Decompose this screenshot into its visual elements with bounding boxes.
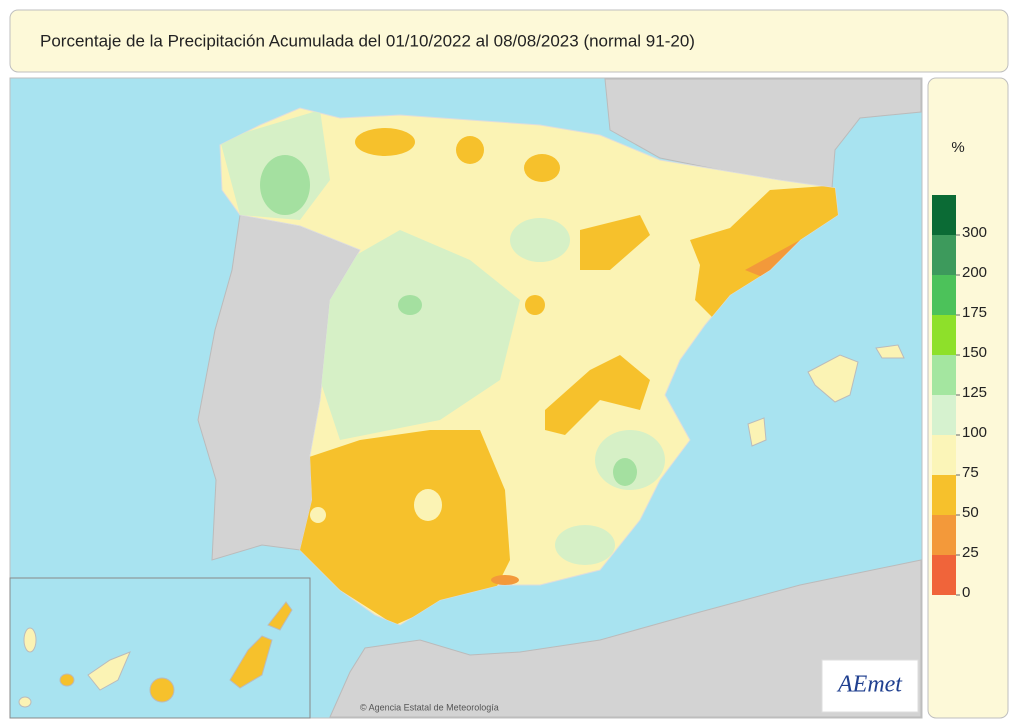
legend-swatch — [932, 355, 956, 395]
legend-tick-label: 200 — [962, 264, 987, 281]
legend-tick-label: 25 — [962, 544, 979, 561]
el-hierro — [18, 696, 32, 708]
title: Porcentaje de la Precipitación Acumulada… — [40, 31, 695, 50]
legend-scale: 300 200 175 150 125 100 75 50 25 0 — [932, 195, 987, 601]
precipitation-areas — [220, 110, 838, 625]
area-orange — [355, 128, 415, 156]
africa — [329, 559, 922, 718]
legend-swatch — [932, 435, 956, 475]
legend-swatch — [932, 395, 956, 435]
area-green — [510, 218, 570, 262]
legend-tick-label: 50 — [962, 504, 979, 521]
legend-tick-label: 175 — [962, 304, 987, 321]
logo: AEmet — [836, 672, 903, 698]
area-orange — [524, 154, 560, 182]
legend-tick-label: 125 — [962, 384, 987, 401]
legend-tick-label: 75 — [962, 464, 979, 481]
legend-swatch — [932, 555, 956, 595]
legend-swatch — [932, 235, 956, 275]
logo-box — [821, 659, 919, 713]
area-orange — [525, 295, 545, 315]
area-yellow — [310, 507, 326, 523]
legend-tick-label: 0 — [962, 584, 970, 601]
area-green — [555, 525, 615, 565]
mallorca — [807, 354, 859, 403]
legend-swatch — [932, 315, 956, 355]
lanzarote — [267, 601, 293, 631]
area-orange — [580, 215, 650, 270]
area-red — [491, 575, 519, 585]
menorca — [875, 344, 905, 359]
area-orange — [690, 185, 838, 320]
legend-tick-label: 300 — [962, 224, 987, 241]
la-gomera — [59, 673, 75, 687]
title-box — [9, 9, 1009, 73]
area-orange — [545, 355, 650, 435]
gran-canaria — [149, 677, 175, 703]
area-orange — [295, 430, 510, 625]
legend-swatch — [932, 195, 956, 235]
area-green — [260, 155, 310, 215]
legend-tick-label: 100 — [962, 424, 987, 441]
legend-tick-label: 150 — [962, 344, 987, 361]
area-yellow — [414, 489, 442, 521]
area-orange — [456, 136, 484, 164]
legend-swatch — [932, 275, 956, 315]
ibiza — [747, 417, 767, 447]
legend-unit: % — [951, 139, 964, 156]
fuerteventura — [229, 635, 273, 689]
credit: © Agencia Estatal de Meteorología — [360, 702, 499, 712]
legend-swatch — [932, 515, 956, 555]
area-green — [320, 230, 520, 440]
area-green — [613, 458, 637, 486]
tenerife — [87, 651, 131, 691]
area-green — [398, 295, 422, 315]
legend-swatch — [932, 475, 956, 515]
la-palma — [23, 627, 37, 653]
